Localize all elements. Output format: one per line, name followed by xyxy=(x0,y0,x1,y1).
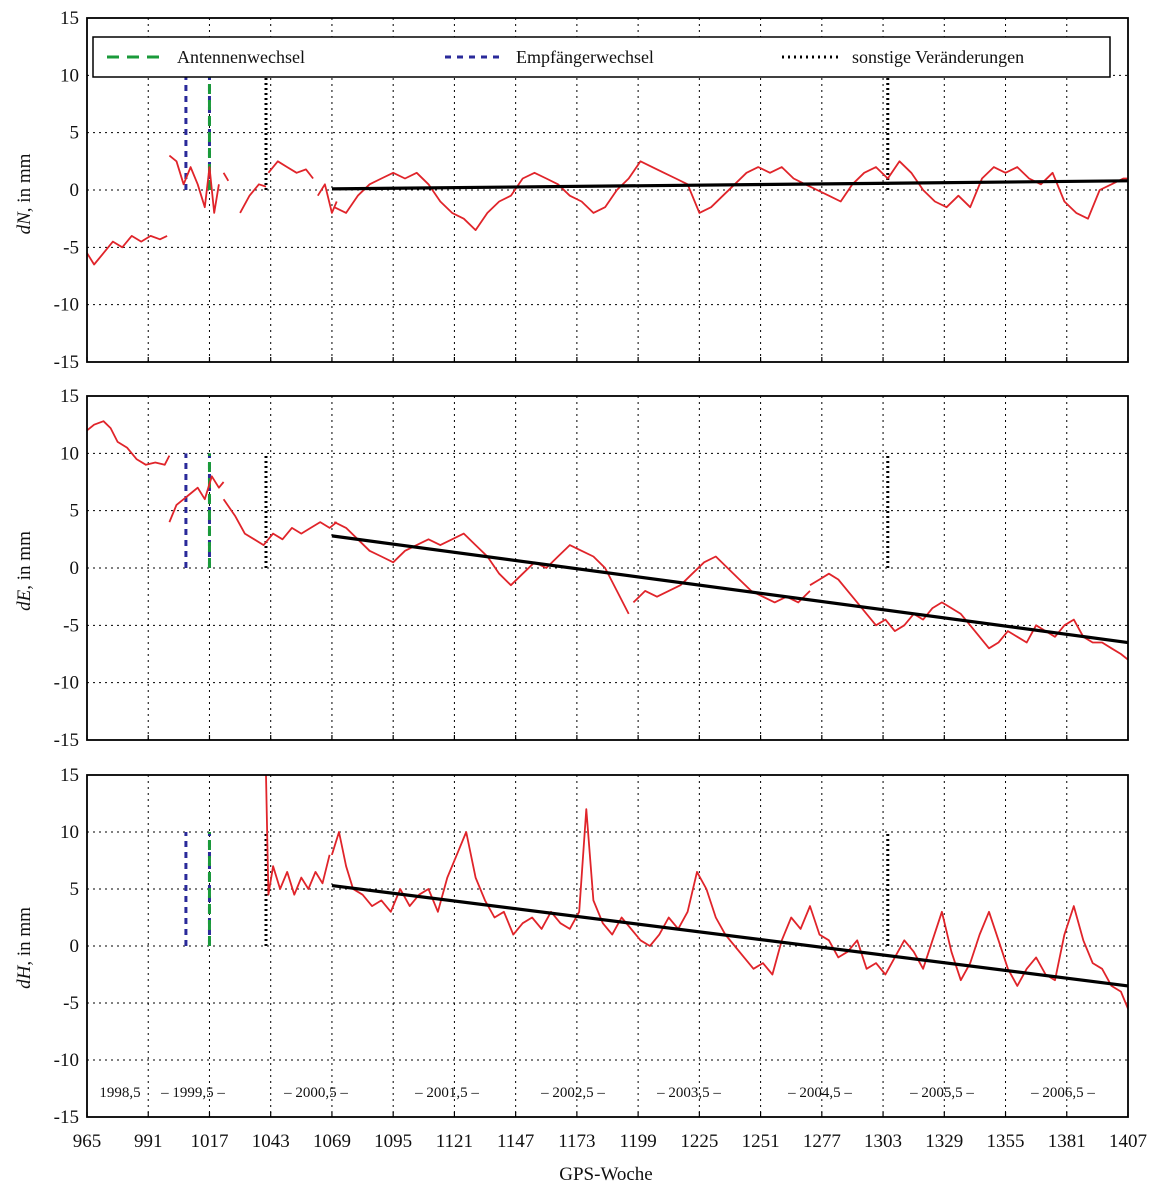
x-tick-label: 1173 xyxy=(558,1131,595,1152)
x-tick-label: 1095 xyxy=(374,1131,412,1152)
legend-label-other: sonstige Veränderungen xyxy=(852,47,1024,67)
x-tick-label: 1017 xyxy=(190,1131,228,1152)
y-tick-label: 10 xyxy=(60,443,79,464)
year-label: – 2000,5 – xyxy=(283,1085,348,1101)
y-tick-label: -5 xyxy=(63,237,79,258)
data-series-line xyxy=(265,775,331,896)
trend-line xyxy=(331,179,1129,191)
data-series-line xyxy=(87,234,168,266)
y-tick-label: -10 xyxy=(54,1050,79,1071)
panel-de: 15 10 5 0 -5 -10 -15 xyxy=(54,386,1129,751)
y-tick-label: 10 xyxy=(60,65,79,86)
x-tick-label: 1407 xyxy=(1109,1131,1147,1152)
panel-dn: 15 10 5 0 -5 -10 -15 xyxy=(54,8,1129,373)
panel-frame xyxy=(86,17,1129,363)
year-label: – 1999,5 – xyxy=(160,1085,225,1101)
y-tick-label: 10 xyxy=(60,822,79,843)
y-tick-label: -10 xyxy=(54,295,79,316)
y-tick-label: 15 xyxy=(60,765,79,786)
series-group xyxy=(87,154,1128,266)
ylabel-dn: dN, in mm xyxy=(14,153,35,234)
x-tick-label: 965 xyxy=(73,1131,102,1152)
data-series-line xyxy=(222,172,230,182)
y-tick-label: 5 xyxy=(70,879,80,900)
year-label: 1998,5 xyxy=(99,1085,140,1101)
x-tick-label: 1225 xyxy=(680,1131,718,1152)
y-tick-label: 5 xyxy=(70,123,80,144)
data-series-line xyxy=(632,555,811,604)
xlabel: GPS-Woche xyxy=(559,1164,652,1185)
year-label: – 2005,5 – xyxy=(909,1085,974,1101)
trend-line xyxy=(331,883,1129,988)
y-tick-label: 5 xyxy=(70,501,80,522)
x-tick-label: 1303 xyxy=(864,1131,902,1152)
panel-frame xyxy=(86,395,1129,741)
y-tick-label: -5 xyxy=(63,993,79,1014)
data-series-line xyxy=(239,183,267,214)
panel-frame xyxy=(86,774,1129,1118)
data-series-line xyxy=(87,420,171,466)
y-tick-label: -15 xyxy=(54,352,79,373)
x-tick-label: 1329 xyxy=(925,1131,963,1152)
year-label: – 2006,5 – xyxy=(1030,1085,1095,1101)
x-tick-label: 1355 xyxy=(987,1131,1025,1152)
series-group xyxy=(265,775,1128,1010)
panel-dh: 15 10 5 0 -5 -10 -15 xyxy=(54,765,1129,1128)
year-label: – 2002,5 – xyxy=(540,1085,605,1101)
data-series-line xyxy=(168,154,220,214)
legend: Antennenwechsel Empfängerwechsel sonstig… xyxy=(92,36,1111,78)
year-label: – 2003,5 – xyxy=(656,1085,721,1101)
legend-label-receiver: Empfängerwechsel xyxy=(516,47,654,67)
y-tick-label: -5 xyxy=(63,615,79,636)
year-label: – 2001,5 – xyxy=(414,1085,479,1101)
x-tick-label: 1069 xyxy=(313,1131,351,1152)
legend-label-antenna: Antennenwechsel xyxy=(177,47,305,67)
data-series-line xyxy=(809,572,1128,661)
year-label: – 2004,5 – xyxy=(787,1085,852,1101)
data-series-line xyxy=(331,808,1128,1010)
y-tick-label: 0 xyxy=(70,558,80,579)
x-tick-label: 1199 xyxy=(619,1131,656,1152)
data-series-line xyxy=(333,160,1128,232)
y-tick-label: -15 xyxy=(54,1107,79,1128)
y-tick-label: -10 xyxy=(54,673,79,694)
ylabel-dh: dH, in mm xyxy=(14,907,35,989)
data-series-line xyxy=(267,160,314,180)
trend-line xyxy=(331,534,1129,645)
y-tick-label: 0 xyxy=(70,180,80,201)
y-tick-label: 0 xyxy=(70,936,80,957)
data-series-line xyxy=(333,521,630,615)
x-tick-label: 1251 xyxy=(742,1131,780,1152)
x-tick-label: 1381 xyxy=(1048,1131,1086,1152)
y-tick-label: 15 xyxy=(60,8,79,29)
y-tick-label: 15 xyxy=(60,386,79,407)
data-series-line xyxy=(222,498,338,546)
x-tick-label: 991 xyxy=(134,1131,163,1152)
data-series-line xyxy=(168,475,225,523)
x-tick-label: 1147 xyxy=(497,1131,534,1152)
legend-box xyxy=(92,36,1111,78)
y-tick-label: -15 xyxy=(54,730,79,751)
x-tick-label: 1043 xyxy=(252,1131,290,1152)
x-tick-label: 1121 xyxy=(436,1131,473,1152)
series-group xyxy=(87,420,1128,661)
ylabel-de: dE, in mm xyxy=(14,531,35,611)
x-tick-label: 1277 xyxy=(803,1131,841,1152)
